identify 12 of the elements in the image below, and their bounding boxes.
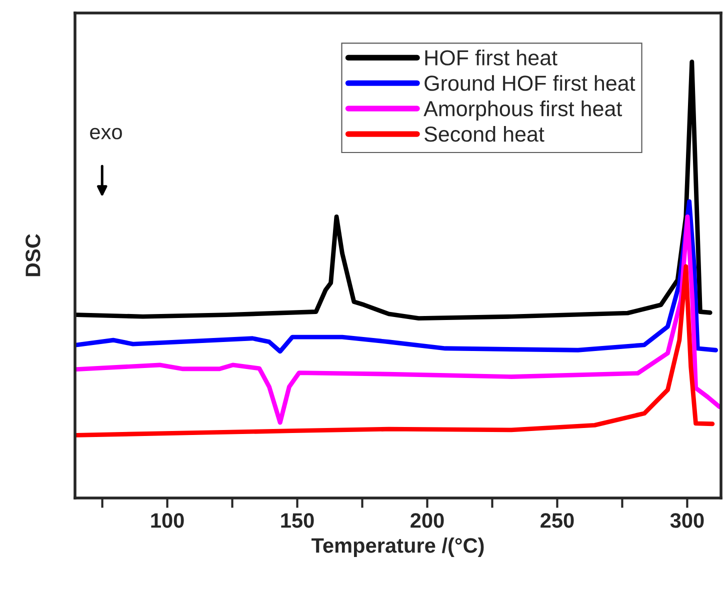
x-tick-label: 300	[670, 513, 704, 528]
x-tick-label: 150	[281, 513, 314, 528]
legend-label: HOF first heat	[425, 50, 558, 66]
y-axis-title: DSC	[26, 234, 40, 276]
legend-label: Second heat	[424, 126, 544, 142]
legend-label: Amorphous first heat	[424, 100, 622, 121]
x-tick-label: 100	[151, 513, 184, 528]
annotation: exo	[90, 128, 122, 140]
legend-label: Ground HOF first heat	[424, 75, 636, 91]
x-tick-label: 200	[410, 513, 444, 528]
x-tick-label: 250	[540, 513, 574, 528]
x-axis-title: Temperature /(°C)	[311, 538, 484, 557]
